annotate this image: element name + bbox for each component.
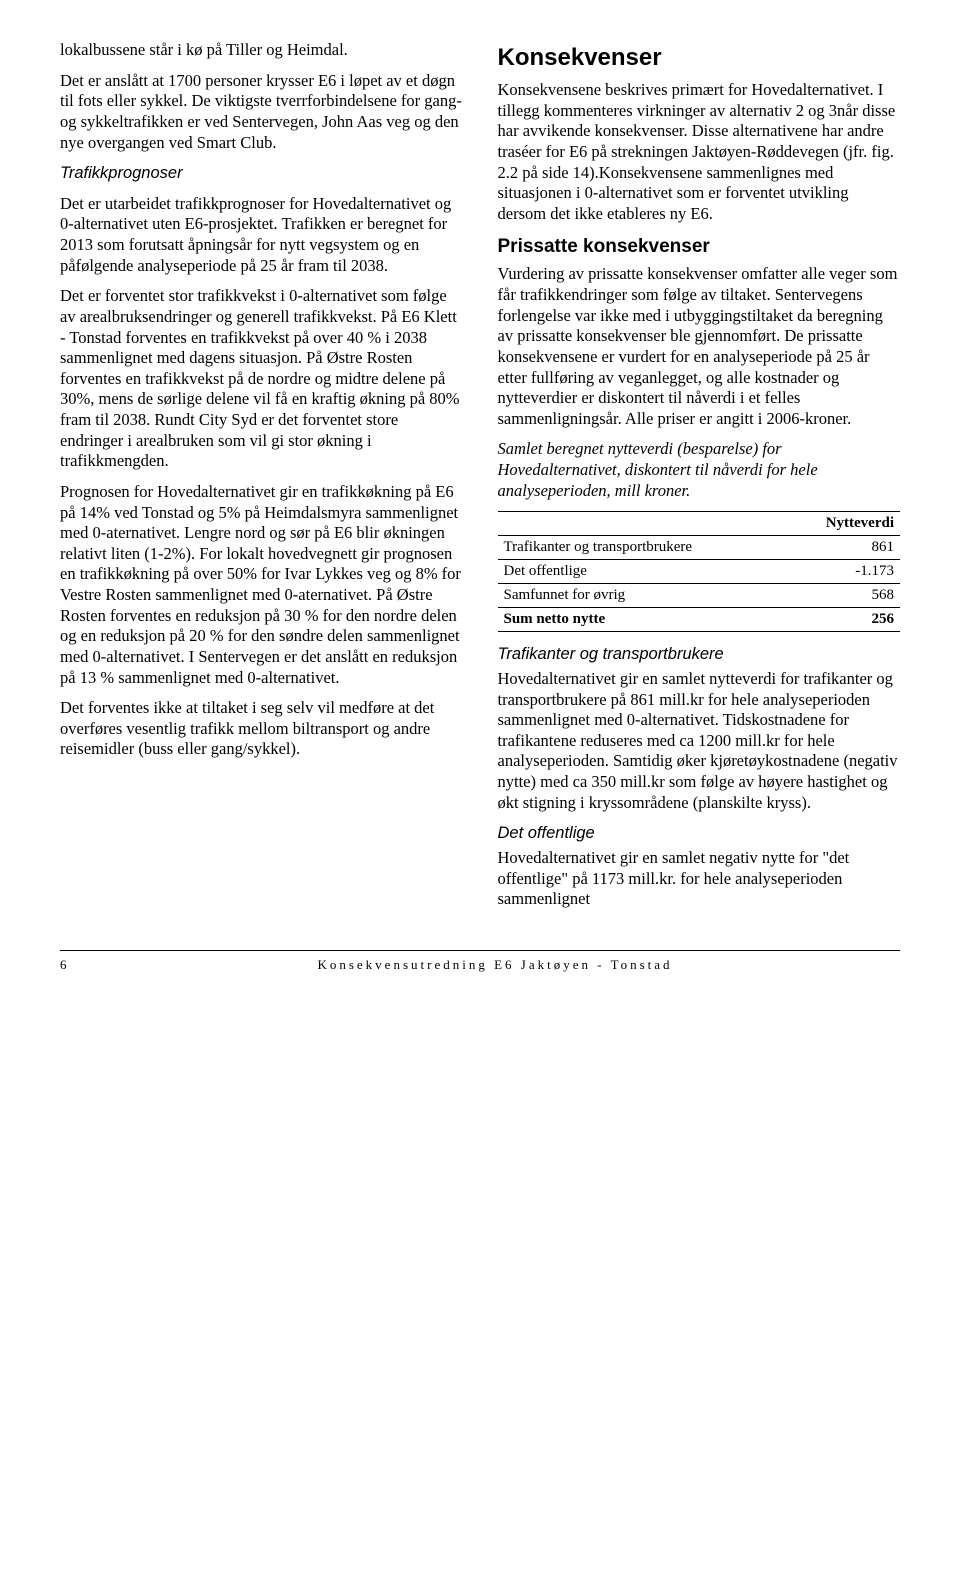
heading-prissatte: Prissatte konsekvenser: [498, 236, 901, 258]
page-footer: 6 Konsekvensutredning E6 Jaktøyen - Tons…: [60, 950, 900, 973]
paragraph: Det er anslått at 1700 personer krysser …: [60, 71, 463, 154]
table-header-empty: [498, 512, 785, 536]
paragraph: Vurdering av prissatte konsekvenser omfa…: [498, 264, 901, 429]
page-number: 6: [60, 957, 90, 973]
paragraph: Det er forventet stor trafikkvekst i 0-a…: [60, 286, 463, 472]
paragraph: Hovedalternativet gir en samlet nyttever…: [498, 669, 901, 813]
table-cell-label: Sum netto nytte: [498, 608, 785, 632]
paragraph: Prognosen for Hovedalternativet gir en t…: [60, 482, 463, 688]
heading-konsekvenser: Konsekvenser: [498, 44, 901, 72]
paragraph: Hovedalternativet gir en samlet negativ …: [498, 848, 901, 910]
table-cell-label: Det offentlige: [498, 560, 785, 584]
table-cell-label: Trafikanter og transportbrukere: [498, 536, 785, 560]
subheading-det-offentlige: Det offentlige: [498, 823, 901, 844]
table-caption: Samlet beregnet nytteverdi (besparelse) …: [498, 439, 901, 501]
table-cell-value: -1.173: [785, 560, 900, 584]
paragraph: Det forventes ikke at tiltaket i seg sel…: [60, 698, 463, 760]
subheading-trafikanter: Trafikanter og transportbrukere: [498, 644, 901, 665]
table-cell-value: 256: [785, 608, 900, 632]
paragraph: lokalbussene står i kø på Tiller og Heim…: [60, 40, 463, 61]
table-cell-value: 861: [785, 536, 900, 560]
paragraph: Det er utarbeidet trafikkprognoser for H…: [60, 194, 463, 277]
table-header-nytteverdi: Nytteverdi: [785, 512, 900, 536]
table-cell-label: Samfunnet for øvrig: [498, 584, 785, 608]
paragraph: Konsekvensene beskrives primært for Hove…: [498, 80, 901, 224]
left-column: lokalbussene står i kø på Tiller og Heim…: [60, 40, 463, 920]
footer-title: Konsekvensutredning E6 Jaktøyen - Tonsta…: [90, 957, 900, 973]
table-cell-value: 568: [785, 584, 900, 608]
subheading-trafikkprognoser: Trafikkprognoser: [60, 163, 463, 184]
nytteverdi-table: Nytteverdi Trafikanter og transportbruke…: [498, 511, 901, 632]
right-column: Konsekvenser Konsekvensene beskrives pri…: [498, 40, 901, 920]
